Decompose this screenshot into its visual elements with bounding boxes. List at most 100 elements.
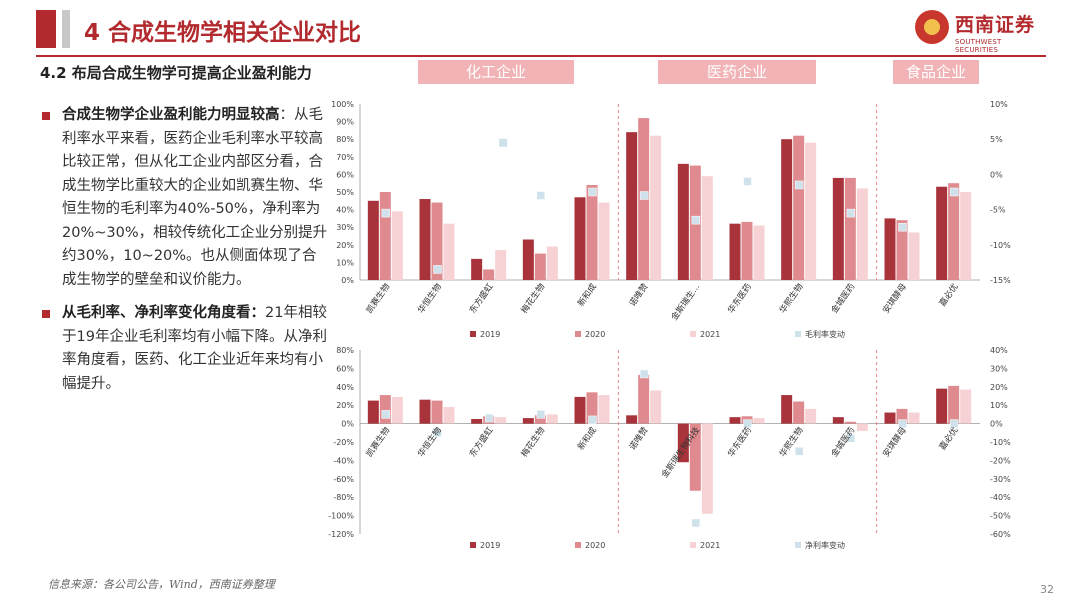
change-marker xyxy=(433,428,442,438)
legend-label: 2019 xyxy=(480,330,500,339)
bar-2019 xyxy=(471,419,483,424)
y-tick-label: 0% xyxy=(341,420,354,429)
y-tick-label: 70% xyxy=(336,153,354,162)
logo-emblem-icon xyxy=(915,10,949,44)
y-tick-label: -120% xyxy=(328,530,354,539)
bar-2020 xyxy=(638,374,650,424)
bullet-bold: 合成生物学企业盈利能力明显较高 xyxy=(62,107,280,123)
category-label: 凯赛生物 xyxy=(364,281,393,316)
bar-2021 xyxy=(701,176,713,280)
y-tick-label: -40% xyxy=(333,456,354,465)
y-tick-label: 40% xyxy=(336,206,354,215)
change-marker xyxy=(588,187,597,197)
category-label: 诺唯赞 xyxy=(627,281,651,309)
bar-2021 xyxy=(443,223,455,280)
y2-tick-label: -15% xyxy=(990,276,1011,285)
category-box-pharma: 医药企业 xyxy=(658,60,816,84)
y-tick-label: 30% xyxy=(336,223,354,232)
bar-2020 xyxy=(431,400,443,424)
bullet-text: 21年相较于19年企业毛利率均有小幅下降。从净利率角度看，医药、化工企业近年来均… xyxy=(62,305,327,392)
bar-2019 xyxy=(781,139,793,280)
change-marker xyxy=(794,180,804,190)
change-marker xyxy=(639,369,649,379)
change-marker xyxy=(381,208,391,218)
bar-2021 xyxy=(856,423,868,431)
bar-2020 xyxy=(379,192,391,280)
bar-2019 xyxy=(832,177,844,280)
y2-tick-label: 20% xyxy=(990,383,1008,392)
change-marker xyxy=(381,410,391,419)
legend-swatch xyxy=(690,542,696,548)
category-label: 华恒生物 xyxy=(415,425,444,460)
y-tick-label: 80% xyxy=(336,346,354,355)
bar-2021 xyxy=(391,396,403,424)
bar-2020 xyxy=(948,183,960,280)
bar-2020 xyxy=(431,202,443,280)
bar-2021 xyxy=(598,202,610,280)
bar-2019 xyxy=(832,417,844,424)
bar-2019 xyxy=(626,132,638,280)
change-marker xyxy=(898,222,907,232)
y2-tick-label: -30% xyxy=(990,475,1011,484)
y2-tick-label: -10% xyxy=(990,438,1011,447)
category-label: 诺唯赞 xyxy=(627,425,651,453)
bar-2019 xyxy=(626,415,638,424)
category-label: 华恒生物 xyxy=(415,281,444,316)
section-subtitle: 4.2 布局合成生物学可提高企业盈利能力 xyxy=(40,64,312,82)
bar-2021 xyxy=(753,225,765,280)
y-tick-label: 50% xyxy=(336,188,354,197)
bullet-item: 从毛利率、净利率变化角度看：21年相较于19年企业毛利率均有小幅下降。从净利率角… xyxy=(40,302,330,396)
category-label: 华东医药 xyxy=(725,425,754,459)
bar-2020 xyxy=(483,269,495,280)
legend-label: 2020 xyxy=(585,330,605,339)
category-label: 东方盛虹 xyxy=(467,425,496,460)
change-marker xyxy=(846,208,856,218)
legend-label: 2019 xyxy=(480,541,500,550)
legend-swatch xyxy=(795,542,801,548)
legend-label: 净利率变动 xyxy=(805,540,845,550)
legend-swatch xyxy=(575,331,581,337)
bar-2021 xyxy=(908,232,920,280)
title-accent-block xyxy=(36,10,56,48)
bar-2019 xyxy=(367,400,379,424)
legend-label: 2020 xyxy=(585,541,605,550)
legend-swatch xyxy=(690,331,696,337)
y-tick-label: 20% xyxy=(336,401,354,410)
change-marker xyxy=(433,265,442,274)
category-label: 金斯瑞生… xyxy=(669,281,702,322)
bar-2020 xyxy=(534,415,546,424)
bar-2019 xyxy=(884,412,896,424)
bar-2019 xyxy=(471,258,483,280)
bar-2020 xyxy=(896,408,908,424)
logo-text-cn: 西南证券 xyxy=(955,14,1036,36)
y2-tick-label: -5% xyxy=(990,206,1006,215)
change-marker xyxy=(691,518,701,528)
bullet-text: ：从毛利率水平来看，医药企业毛利率水平较高比较正常，但从化工企业内部区分看，合成… xyxy=(62,107,328,288)
bullet-item: 合成生物学企业盈利能力明显较高：从毛利率水平来看，医药企业毛利率水平较高比较正常… xyxy=(40,104,330,292)
bar-2021 xyxy=(391,211,403,280)
change-marker xyxy=(898,419,907,428)
change-marker xyxy=(484,413,494,423)
category-label: 梅花生物 xyxy=(519,425,548,460)
change-marker xyxy=(846,434,856,443)
bar-2019 xyxy=(781,395,793,424)
bar-2021 xyxy=(805,408,817,424)
category-label: 华熙生物 xyxy=(777,281,806,316)
y-tick-label: -80% xyxy=(333,493,354,502)
legend-swatch xyxy=(575,542,581,548)
y-tick-label: 60% xyxy=(336,364,354,373)
y2-tick-label: 40% xyxy=(990,346,1008,355)
y2-tick-label: -60% xyxy=(990,530,1011,539)
bullet-bold: 从毛利率、净利率变化角度看： xyxy=(62,305,265,321)
y-tick-label: 100% xyxy=(331,100,354,109)
y-tick-label: -100% xyxy=(328,512,354,521)
bar-2020 xyxy=(844,177,856,280)
bullet-list: 合成生物学企业盈利能力明显较高：从毛利率水平来看，医药企业毛利率水平较高比较正常… xyxy=(40,104,330,406)
bar-2021 xyxy=(650,135,662,280)
legend-label: 2021 xyxy=(700,541,720,550)
y-tick-label: 60% xyxy=(336,170,354,179)
title-bar: 4 合成生物学相关企业对比 xyxy=(0,0,1080,62)
change-marker xyxy=(588,415,597,425)
y2-tick-label: -20% xyxy=(990,456,1011,465)
